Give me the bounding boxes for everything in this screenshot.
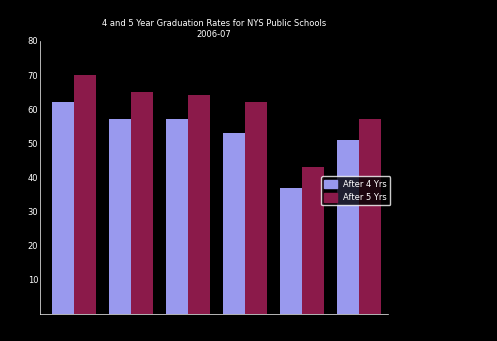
Bar xyxy=(337,140,359,314)
Bar xyxy=(280,188,302,314)
Legend: After 4 Yrs, After 5 Yrs: After 4 Yrs, After 5 Yrs xyxy=(321,176,391,206)
Bar xyxy=(245,102,267,314)
Bar xyxy=(74,75,95,314)
Title: 4 and 5 Year Graduation Rates for NYS Public Schools
2006-07: 4 and 5 Year Graduation Rates for NYS Pu… xyxy=(101,19,326,39)
Bar xyxy=(131,92,153,314)
Bar xyxy=(224,133,245,314)
Bar xyxy=(359,119,381,314)
Bar xyxy=(109,119,131,314)
Bar xyxy=(52,102,74,314)
Bar xyxy=(166,119,188,314)
Bar xyxy=(188,95,210,314)
Bar xyxy=(302,167,324,314)
